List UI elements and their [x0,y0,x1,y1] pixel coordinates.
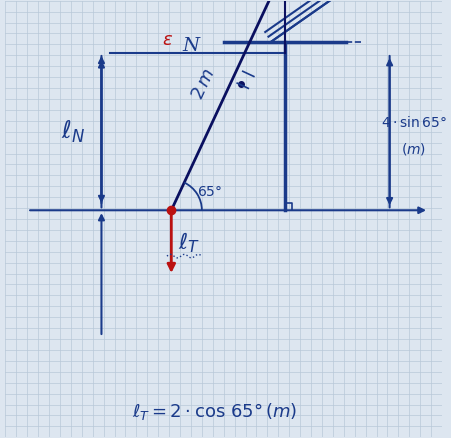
Text: $\ell_T$: $\ell_T$ [177,231,199,255]
Text: $(m)$: $(m)$ [400,141,425,157]
Text: $4 \cdot \sin 65°$: $4 \cdot \sin 65°$ [380,116,446,131]
Text: $2\,m$: $2\,m$ [189,66,219,103]
Text: N: N [182,37,199,55]
Text: $\epsilon$: $\epsilon$ [162,31,173,49]
Text: $\ell_T = 2 \cdot \cos\,65°\,(m)$: $\ell_T = 2 \cdot \cos\,65°\,(m)$ [132,401,297,422]
Text: $\ell_N$: $\ell_N$ [61,119,85,145]
Text: $65°$: $65°$ [197,185,222,199]
